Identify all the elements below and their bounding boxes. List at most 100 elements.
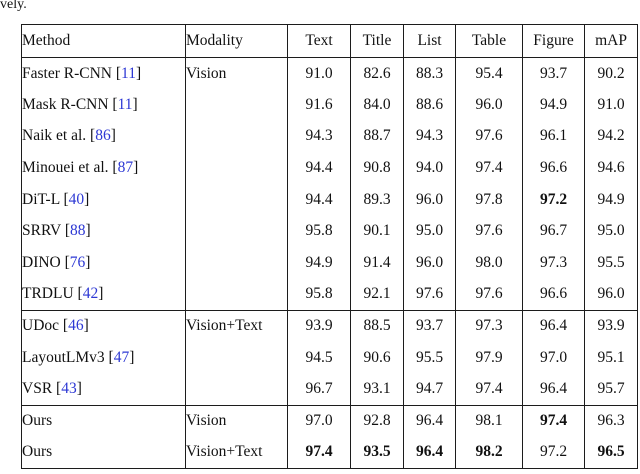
table-row: Minouei et al. [87] 94.4 90.8 94.0 97.4 96.6 9… <box>21 152 638 184</box>
metric-value: 98.2 <box>455 436 523 469</box>
table-row: LayoutLMv3 [47] 94.5 90.6 95.5 97.9 97.0 95.1 <box>21 341 638 374</box>
metric-value: 93.9 <box>584 310 638 342</box>
metric-value: 97.2 <box>522 183 585 216</box>
citation-link[interactable]: 88 <box>70 222 86 240</box>
metric-value: 97.3 <box>522 247 585 279</box>
citation-link[interactable]: 43 <box>61 379 77 397</box>
metric-value: 94.3 <box>403 120 456 153</box>
metric-value: 93.1 <box>350 373 404 406</box>
method-cell: DiT-L [40] <box>21 183 186 216</box>
metric-value: 88.3 <box>403 57 456 90</box>
table-row: Faster R-CNN [11] Vision 91.0 82.6 88.3 95.4 9… <box>21 57 638 90</box>
column-header-modality: Modality <box>185 24 288 58</box>
metric-value: 97.6 <box>455 215 523 248</box>
citation-link[interactable]: 11 <box>117 95 133 113</box>
table-row: SRRV [88] 95.8 90.1 95.0 97.6 96.7 95.0 <box>21 215 638 248</box>
table-row: Ours Vision+Text 97.4 93.5 96.4 98.2 97.2 96.5 <box>21 436 638 469</box>
citation-link[interactable]: 40 <box>68 190 85 208</box>
metric-value: 98.0 <box>455 247 523 279</box>
metric-value: 97.4 <box>522 405 585 437</box>
method-cell: Naik et al. [86] <box>21 120 186 153</box>
metric-value: 84.0 <box>350 89 404 121</box>
metric-value: 94.4 <box>287 183 351 216</box>
metric-value: 95.5 <box>403 341 456 374</box>
metric-value: 91.6 <box>287 89 351 121</box>
metric-value: 93.7 <box>522 57 585 90</box>
metric-value: 95.4 <box>455 57 523 90</box>
modality-cell: Vision <box>185 57 288 90</box>
method-cell: Faster R-CNN [11] <box>21 57 186 90</box>
table-header: Method Modality Text Title List Table Fi… <box>21 24 638 58</box>
table-row: Ours Vision 97.0 92.8 96.4 98.1 97.4 96.3 <box>21 405 638 437</box>
metric-value: 94.3 <box>287 120 351 153</box>
modality-cell <box>185 247 288 279</box>
metric-value: 96.7 <box>287 373 351 406</box>
table-row: Naik et al. [86] 94.3 88.7 94.3 97.6 96.1 94.2 <box>21 120 638 153</box>
metric-value: 98.1 <box>455 405 523 437</box>
metric-value: 96.6 <box>522 152 585 184</box>
table-row: UDoc [46] Vision+Text 93.9 88.5 93.7 97.3 96.4… <box>21 310 638 342</box>
metric-value: 94.9 <box>584 183 638 216</box>
metric-value: 95.0 <box>584 215 638 248</box>
metric-value: 96.0 <box>455 89 523 121</box>
metric-value: 95.0 <box>403 215 456 248</box>
method-name: Ours <box>22 443 53 461</box>
metric-value: 96.1 <box>522 120 585 153</box>
method-cell: TRDLU [42] <box>21 278 186 311</box>
modality-cell <box>185 373 288 406</box>
modality-cell: Vision+Text <box>185 310 288 342</box>
method-cell: SRRV [88] <box>21 215 186 248</box>
header-row: Method Modality Text Title List Table Fi… <box>21 24 638 58</box>
method-cell: LayoutLMv3 [47] <box>21 341 186 374</box>
metric-value: 97.4 <box>455 373 523 406</box>
metric-value: 90.1 <box>350 215 404 248</box>
method-cell: VSR [43] <box>21 373 186 406</box>
metric-value: 93.7 <box>403 310 456 342</box>
metric-value: 97.9 <box>455 341 523 374</box>
metric-value: 97.2 <box>522 436 585 469</box>
metric-value: 95.8 <box>287 215 351 248</box>
metric-value: 96.4 <box>403 405 456 437</box>
column-header-text: Text <box>287 24 351 58</box>
metric-value: 94.5 <box>287 341 351 374</box>
metric-value: 94.4 <box>287 152 351 184</box>
modality-cell <box>185 152 288 184</box>
metric-value: 97.0 <box>287 405 351 437</box>
metric-value: 91.0 <box>287 57 351 90</box>
method-cell: Minouei et al. [87] <box>21 152 186 184</box>
citation-link[interactable]: 11 <box>121 64 136 82</box>
column-header-map: mAP <box>584 24 638 58</box>
method-name: DiT-L <box>22 190 60 208</box>
metric-value: 90.8 <box>350 152 404 184</box>
citation-link[interactable]: 86 <box>95 127 111 145</box>
metric-value: 91.4 <box>350 247 404 279</box>
metric-value: 82.6 <box>350 57 404 90</box>
modality-cell <box>185 278 288 311</box>
table-body: Faster R-CNN [11] Vision 91.0 82.6 88.3 95.4 9… <box>21 57 638 469</box>
metric-value: 96.4 <box>403 436 456 469</box>
metric-value: 94.9 <box>287 247 351 279</box>
method-name: DINO <box>22 253 61 271</box>
metric-value: 95.7 <box>584 373 638 406</box>
metric-value: 94.2 <box>584 120 638 153</box>
metric-value: 96.4 <box>522 373 585 406</box>
citation-link[interactable]: 87 <box>117 159 134 177</box>
metric-value: 94.7 <box>403 373 456 406</box>
method-cell: Mask R-CNN [11] <box>21 89 186 121</box>
method-name: TRDLU <box>22 285 74 303</box>
metric-value: 95.5 <box>584 247 638 279</box>
method-name: SRRV <box>22 222 61 240</box>
citation-link[interactable]: 42 <box>82 285 99 303</box>
metric-value: 93.9 <box>287 310 351 342</box>
citation-link[interactable]: 76 <box>69 253 86 271</box>
modality-cell <box>185 183 288 216</box>
metric-value: 97.0 <box>522 341 585 374</box>
method-name: UDoc <box>22 317 60 335</box>
metric-value: 92.1 <box>350 278 404 311</box>
citation-link[interactable]: 46 <box>68 317 84 335</box>
method-name: VSR <box>22 379 53 397</box>
metric-value: 94.9 <box>522 89 585 121</box>
citation-link[interactable]: 47 <box>113 348 130 366</box>
column-header-title: Title <box>350 24 404 58</box>
